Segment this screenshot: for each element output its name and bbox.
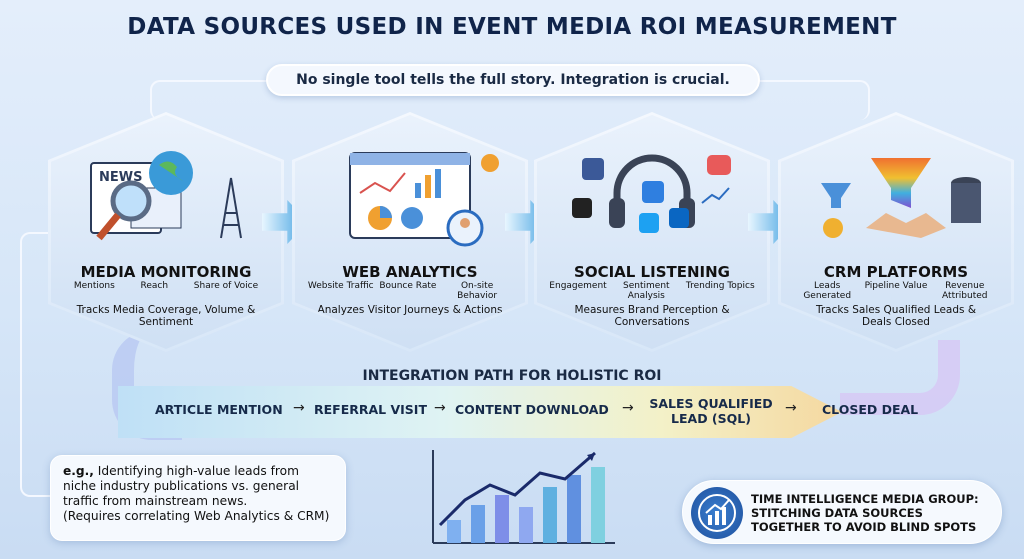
bar [519, 507, 533, 543]
callout-text: Identifying high-value leads from niche … [63, 464, 300, 508]
source-crm-platforms: CRM PLATFORMS Leads Generated Pipeline Va… [778, 112, 1014, 352]
metric: Bounce Rate [379, 281, 437, 291]
metric: Engagement [549, 281, 607, 291]
source-description: Analyzes Visitor Journeys & Actions [317, 304, 503, 316]
growth-bar-chart-illustration [432, 450, 615, 544]
integration-banner: No single tool tells the full story. Int… [266, 64, 760, 96]
integration-path-label: INTEGRATION PATH FOR HOLISTIC ROI [362, 368, 662, 384]
metric: Mentions [73, 281, 115, 291]
arrow-right-icon: → [434, 400, 446, 416]
metric: Revenue Attributed [942, 281, 988, 301]
metric: Share of Voice [193, 281, 259, 291]
arrow-right-icon: → [785, 400, 797, 416]
page-title: DATA SOURCES USED IN EVENT MEDIA ROI MEA… [127, 14, 897, 40]
source-name: MEDIA MONITORING [80, 263, 252, 281]
bar [447, 520, 461, 543]
path-step: CLOSED DEAL [822, 402, 919, 417]
path-step: SALES QUALIFIED LEAD (SQL) [649, 396, 773, 426]
headphones-social-icon [572, 154, 731, 233]
metric: Leads Generated [803, 281, 852, 301]
metric: Pipeline Value [864, 281, 928, 291]
path-step: ARTICLE MENTION [155, 402, 283, 417]
integration-path-arrow [118, 386, 842, 438]
source-media-monitoring: NEWS MEDIA MONITORING Mentions Reach Share… [48, 112, 284, 352]
growth-chart-icon [691, 487, 743, 539]
metric: On-site Behavior [457, 281, 498, 301]
funnel-handshake-database-icon [821, 158, 981, 238]
metric: Reach [140, 281, 169, 291]
source-name: SOCIAL LISTENING [574, 263, 730, 281]
brand-badge: TIME INTELLIGENCE MEDIA GROUP: STITCHING… [682, 480, 1002, 544]
metric: Trending Topics [685, 281, 755, 291]
bar [591, 467, 605, 543]
path-step: CONTENT DOWNLOAD [455, 402, 609, 417]
arrow-right-icon: → [622, 400, 634, 416]
source-web-analytics: WEB ANALYTICS Website Traffic Bounce Rate… [292, 112, 528, 352]
source-name: WEB ANALYTICS [342, 263, 478, 281]
metric: Sentiment Analysis [623, 281, 670, 301]
callout-lead: e.g., [63, 464, 94, 478]
metric: Website Traffic [307, 281, 374, 291]
arrow-right-icon: → [293, 400, 305, 416]
source-social-listening: SOCIAL LISTENING Engagement Sentiment Ana… [534, 112, 770, 352]
bar [543, 487, 557, 543]
bar [495, 495, 509, 543]
source-description: Measures Brand Perception & Conversation… [574, 304, 730, 328]
example-callout: e.g., Identifying high-value leads from … [50, 455, 346, 541]
source-description: Tracks Media Coverage, Volume & Sentimen… [76, 304, 256, 328]
source-name: CRM PLATFORMS [823, 263, 969, 281]
source-description: Tracks Sales Qualified Leads & Deals Clo… [815, 304, 977, 328]
badge-text: TIME INTELLIGENCE MEDIA GROUP: STITCHING… [751, 492, 979, 534]
newspaper-globe-magnifier-icon: NEWS [90, 151, 242, 241]
bar [567, 475, 581, 543]
callout-note: (Requires correlating Web Analytics & CR… [63, 509, 330, 523]
browser-dashboard-icon [349, 152, 499, 247]
path-step: REFERRAL VISIT [314, 402, 427, 417]
left-loop-line [20, 232, 70, 497]
bar [471, 505, 485, 543]
